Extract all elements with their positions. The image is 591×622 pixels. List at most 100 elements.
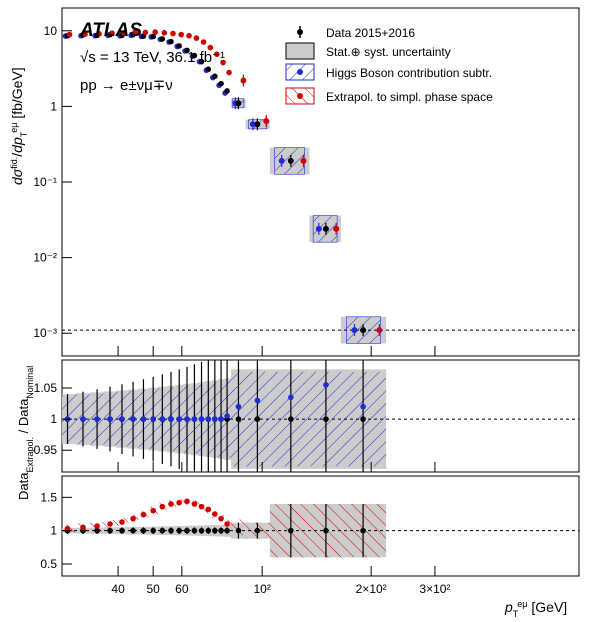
data-point-ratio-extrap	[140, 527, 147, 534]
extrap-point-main	[66, 31, 73, 38]
ratio-nominal-ytick-label: 1.05	[34, 381, 58, 395]
data-point-main	[212, 73, 218, 80]
data-point-main	[198, 58, 205, 65]
extrap-point-main	[121, 29, 127, 36]
legend-data-label: Data 2015+2016	[326, 26, 415, 40]
data-point-main	[218, 80, 224, 87]
axis-ticks-layer: 10⁻³ 10⁻² 10⁻¹ 1 10 0.95 1 1.05 0.5 1 1.5 40 50 60 10²…	[33, 24, 450, 596]
xtick-label: 60	[175, 582, 189, 596]
extrap-point-ratio	[198, 503, 205, 510]
data-point-ratio-extrap	[254, 527, 261, 534]
higgs-point-ratio	[140, 416, 147, 422]
higgs-point-ratio	[159, 416, 166, 422]
extrap-point-ratio	[130, 515, 136, 522]
extrap-point-main	[200, 39, 207, 45]
extrap-point-ratio	[140, 511, 147, 518]
extrap-point-main	[170, 30, 176, 37]
extrap-point-main	[178, 31, 184, 38]
xtick-label: 10²	[253, 582, 270, 596]
legend: Data 2015+2016 Stat.⊕ syst. uncertainty …	[285, 26, 493, 105]
process-label: pp → e±νμ∓ν	[80, 77, 173, 94]
extrap-point-main	[193, 35, 200, 41]
energy-line: √s = 13 TeV, 36.1 fb⁻¹	[80, 49, 225, 66]
data-point-ratio-extrap	[94, 527, 100, 534]
xtick-label: 50	[146, 582, 160, 596]
extrap-point-ratio	[212, 511, 218, 517]
data-point-ratio-extrap	[176, 527, 182, 534]
legend-data-marker	[297, 26, 303, 38]
ratio-extrap-ytick-label: 0.5	[40, 557, 57, 571]
extrap-point-main	[207, 44, 214, 51]
higgs-point-ratio	[360, 403, 366, 410]
extrap-point-ratio	[168, 501, 174, 507]
data-point-main	[205, 66, 212, 73]
extrap-point-main	[214, 51, 220, 57]
data-point-ratio-extrap	[198, 527, 205, 534]
data-point-main	[176, 43, 182, 49]
data-point-main	[159, 36, 166, 42]
extrap-point-main	[186, 32, 192, 39]
higgs-point-ratio	[107, 416, 113, 422]
extrap-point-ratio	[205, 506, 212, 513]
xtick-label: 40	[111, 582, 125, 596]
extrap-point-main	[96, 31, 102, 37]
experiment-label: ATLAS	[79, 20, 142, 41]
higgs-point-ratio	[150, 416, 156, 422]
data-point-ratio-extrap	[119, 527, 125, 534]
data-point-ratio-nominal	[254, 416, 261, 422]
data-point-ratio-extrap	[168, 527, 174, 534]
ratio-extrap-ytick-label: 1.5	[40, 490, 57, 504]
xtick-label: 2×10²	[356, 582, 387, 596]
main-ytick-label: 10⁻²	[33, 251, 57, 265]
extrap-point-ratio	[119, 519, 125, 525]
extrap-point-main	[226, 69, 232, 76]
higgs-point-ratio	[176, 416, 182, 422]
reference-lines-layer	[62, 329, 579, 532]
higgs-point-ratio	[80, 416, 86, 422]
ratio-nominal-ytick-label: 1	[50, 412, 57, 426]
data-point-ratio-extrap	[107, 527, 113, 534]
data-point-ratio-extrap	[288, 527, 294, 534]
x-axis-label: pTeμ [GeV]	[504, 599, 567, 619]
data-point-ratio-extrap	[224, 527, 230, 534]
higgs-point-ratio	[191, 416, 198, 422]
higgs-point-ratio	[254, 397, 261, 404]
main-ytick-label: 10⁻¹	[33, 175, 57, 189]
extrap-point-main	[161, 29, 168, 36]
ratio-ylabel: DataExtrapol. / DataNominal	[16, 366, 35, 500]
higgs-point-ratio	[323, 382, 329, 388]
data-point-ratio-extrap	[184, 527, 190, 534]
extrap-point-ratio	[184, 498, 190, 505]
higgs-point-ratio	[218, 416, 224, 422]
higgs-point-ratio	[205, 416, 212, 422]
legend-extrap-label: Extrapol. to simpl. phase space	[326, 90, 493, 104]
higgs-point-ratio	[235, 403, 242, 410]
extrap-point-ratio	[159, 503, 166, 510]
data-point-ratio-extrap	[130, 527, 136, 534]
extrap-point-ratio	[94, 523, 100, 529]
higgs-point-ratio	[130, 416, 136, 422]
extrap-point-main	[142, 29, 149, 36]
data-point-ratio-nominal	[288, 416, 294, 422]
extrap-point-ratio	[80, 524, 86, 531]
data-point-ratio-extrap	[205, 527, 212, 534]
extrap-point-ratio	[218, 515, 224, 522]
data-point-ratio-nominal	[360, 416, 366, 422]
main-ylabel: dσfid./dpTeμ [fb/GeV]	[9, 67, 29, 185]
data-point-ratio-extrap	[150, 527, 156, 534]
data-point-main	[184, 47, 190, 54]
higgs-point-ratio	[288, 394, 294, 401]
legend-unc-swatch	[285, 42, 315, 60]
data-point-main	[168, 38, 174, 45]
higgs-point-ratio	[168, 416, 174, 422]
extrap-point-ratio	[176, 499, 182, 506]
hatched-bands-layer	[62, 98, 387, 558]
extrap-point-main	[132, 29, 138, 35]
data-point-ratio-extrap	[212, 527, 218, 534]
data-point-ratio-extrap	[191, 527, 198, 534]
data-point-main	[224, 88, 230, 94]
uncertainty-bands-layer	[62, 98, 387, 558]
data-point-ratio-extrap	[159, 527, 166, 534]
extrap-point-ratio	[191, 501, 198, 507]
extrap-point-ratio	[150, 507, 156, 514]
